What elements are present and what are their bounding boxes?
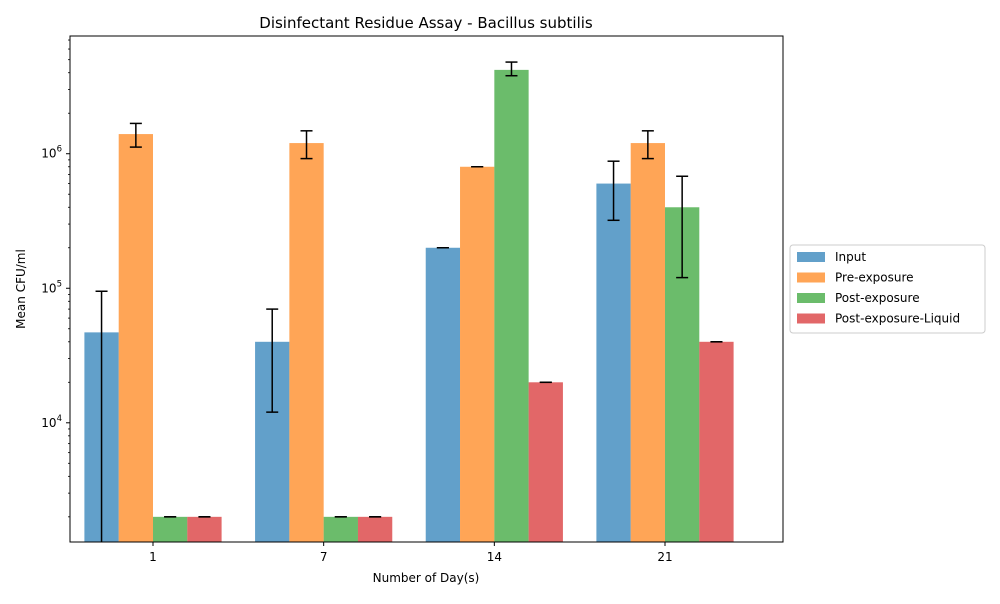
legend-swatch (797, 293, 825, 303)
y-tick-label: 106 (41, 145, 62, 161)
legend-swatch (797, 252, 825, 262)
bar (528, 382, 563, 542)
error-bar (641, 130, 654, 160)
error-bar (129, 122, 142, 148)
legend-label: Pre-exposure (835, 271, 914, 285)
y-axis-label: Mean CFU/ml (14, 249, 28, 329)
bar (357, 516, 393, 542)
x-tick-label: 1 (149, 550, 157, 564)
error-bars-layer (95, 61, 723, 542)
bar (596, 183, 631, 542)
legend-swatch (797, 272, 825, 283)
bar (153, 516, 188, 542)
error-bar (300, 130, 313, 160)
y-tick-label: 104 (41, 414, 62, 430)
x-tick-label: 7 (320, 550, 328, 564)
x-axis-ticks: 1 7 14 21 (149, 542, 673, 564)
chart-title: Disinfectant Residue Assay - Bacillus su… (259, 14, 593, 32)
bar (118, 134, 153, 542)
bar (494, 69, 529, 542)
legend-item: Post-exposure (797, 291, 920, 305)
x-tick-label: 21 (657, 550, 672, 564)
bar (460, 166, 495, 542)
x-axis-label: Number of Day(s) (373, 571, 480, 585)
bar (323, 516, 358, 542)
legend: Input Pre-exposure Post-exposure Post-expos… (789, 244, 986, 334)
legend-label: Post-exposure (835, 291, 920, 305)
error-bar (505, 61, 518, 77)
legend-item: Post-exposure-Liquid (797, 312, 960, 326)
bar (425, 247, 461, 542)
bar (699, 341, 734, 542)
error-bar (676, 175, 689, 279)
legend-swatch (797, 313, 825, 324)
legend-label: Post-exposure-Liquid (835, 312, 960, 326)
error-bar (95, 290, 108, 542)
bar (289, 143, 324, 542)
x-tick-label: 14 (487, 550, 502, 564)
legend-label: Input (835, 250, 866, 264)
bar (187, 516, 222, 542)
error-bar (266, 308, 279, 413)
y-tick-label: 105 (41, 279, 62, 295)
error-bar (607, 160, 620, 222)
bars-layer (84, 69, 734, 542)
bar (630, 143, 665, 542)
plot-area-frame (69, 35, 784, 543)
legend-frame (789, 244, 986, 334)
legend-item: Input (797, 250, 866, 264)
legend-item: Pre-exposure (797, 271, 914, 285)
y-axis-ticks: 104 105 106 (41, 39, 70, 518)
